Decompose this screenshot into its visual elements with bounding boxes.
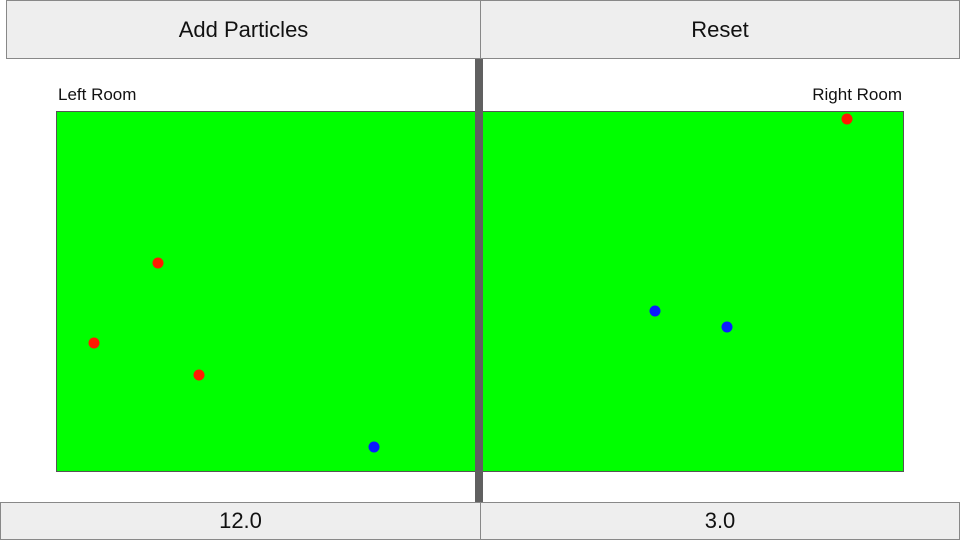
left-room-label: Left Room (58, 85, 137, 104)
reset-button[interactable]: Reset (480, 0, 960, 59)
blue-particle (368, 441, 380, 453)
red-particle (152, 257, 164, 269)
red-particle (88, 337, 100, 349)
left-room (56, 111, 481, 472)
left-room-value: 12.0 (0, 502, 481, 540)
add-particles-button[interactable]: Add Particles (6, 0, 481, 59)
red-particle (841, 113, 853, 125)
right-room-value: 3.0 (480, 502, 960, 540)
room-divider-wall (475, 59, 483, 502)
blue-particle (649, 305, 661, 317)
red-particle (193, 369, 205, 381)
right-room-label: Right Room (812, 85, 902, 104)
blue-particle (721, 321, 733, 333)
right-room (481, 111, 904, 472)
